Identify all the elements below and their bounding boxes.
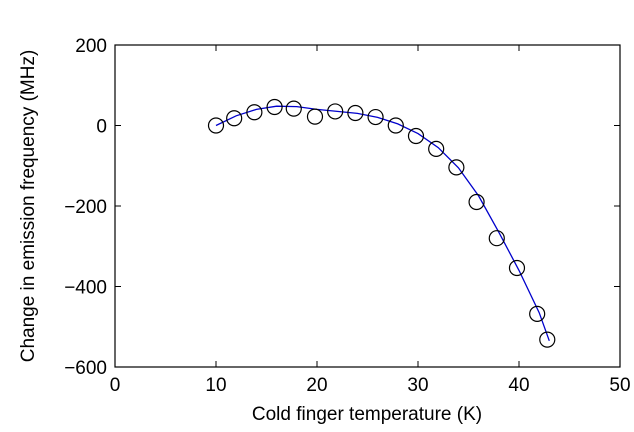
data-point — [428, 140, 445, 157]
chart-marks — [207, 98, 556, 348]
x-tick-label: 50 — [609, 375, 630, 396]
data-point — [266, 98, 283, 116]
data-point — [508, 259, 526, 277]
y-tick-label: 200 — [75, 36, 107, 57]
y-tick-label: −400 — [64, 278, 107, 299]
data-point — [226, 110, 243, 127]
data-point — [529, 305, 546, 322]
data-point — [327, 103, 344, 120]
data-point — [367, 108, 384, 126]
fit-line — [215, 105, 550, 342]
y-tick-label: 0 — [96, 117, 107, 138]
x-tick-label: 10 — [205, 375, 226, 396]
y-tick-label: −600 — [64, 358, 107, 379]
x-tick-label: 20 — [306, 375, 327, 396]
data-point — [468, 193, 485, 211]
data-point — [347, 104, 364, 122]
data-point — [448, 159, 465, 176]
y-tick-label: −200 — [64, 197, 107, 218]
x-tick-label: 0 — [110, 375, 121, 396]
x-axis-label: Cold finger temperature (K) — [252, 404, 482, 425]
x-tick-label: 30 — [407, 375, 428, 396]
plot-area — [115, 45, 620, 367]
data-point — [246, 104, 263, 121]
data-point — [407, 127, 425, 145]
data-point — [306, 108, 324, 125]
data-point — [387, 117, 404, 134]
data-point — [539, 331, 556, 348]
data-point — [207, 117, 225, 134]
y-axis-label: Change in emission frequency (MHz) — [18, 50, 39, 363]
data-point — [285, 100, 302, 117]
data-point — [488, 230, 505, 247]
axes: 0 10 20 30 40 50 −600 −400 −200 0 200 — [64, 36, 630, 396]
x-tick-label: 40 — [508, 375, 529, 396]
